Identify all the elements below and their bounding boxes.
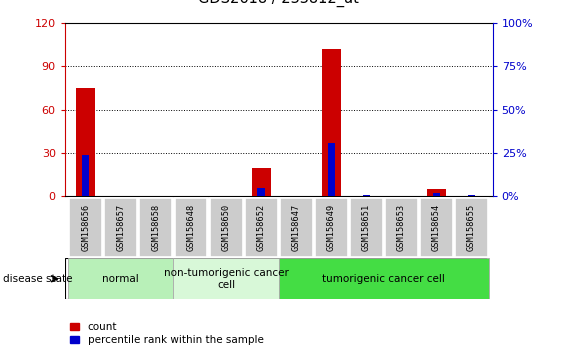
- Text: GSM158654: GSM158654: [432, 204, 441, 251]
- Text: GDS2618 / 233812_at: GDS2618 / 233812_at: [198, 0, 359, 7]
- Bar: [257, 188, 265, 196]
- Text: disease state: disease state: [3, 274, 72, 284]
- Bar: [104, 198, 137, 257]
- Bar: [209, 198, 243, 257]
- Text: GSM158658: GSM158658: [151, 204, 160, 251]
- Text: GSM158651: GSM158651: [362, 204, 371, 251]
- Bar: [76, 88, 96, 196]
- Text: GSM158652: GSM158652: [257, 204, 266, 251]
- Bar: [69, 198, 102, 257]
- Bar: [350, 198, 383, 257]
- Bar: [385, 198, 418, 257]
- Text: GSM158653: GSM158653: [397, 204, 406, 251]
- Text: GSM158648: GSM158648: [186, 204, 195, 251]
- Text: GSM158649: GSM158649: [327, 204, 336, 251]
- Bar: [321, 49, 341, 196]
- Text: GSM158650: GSM158650: [222, 204, 231, 251]
- Text: tumorigenic cancer cell: tumorigenic cancer cell: [323, 274, 445, 284]
- Bar: [279, 258, 489, 299]
- Bar: [245, 198, 278, 257]
- Bar: [315, 198, 348, 257]
- Legend: count, percentile rank within the sample: count, percentile rank within the sample: [70, 322, 263, 345]
- Bar: [328, 143, 335, 196]
- Text: normal: normal: [102, 274, 139, 284]
- Text: GSM158656: GSM158656: [81, 204, 90, 251]
- Text: GSM158647: GSM158647: [292, 204, 301, 251]
- Bar: [427, 189, 446, 196]
- Bar: [173, 258, 279, 299]
- Bar: [433, 193, 440, 196]
- Bar: [252, 167, 271, 196]
- Text: GSM158657: GSM158657: [117, 204, 126, 251]
- Bar: [68, 258, 173, 299]
- Text: non-tumorigenic cancer
cell: non-tumorigenic cancer cell: [164, 268, 288, 290]
- Bar: [82, 155, 90, 196]
- Bar: [468, 195, 475, 196]
- Bar: [455, 198, 488, 257]
- Bar: [363, 195, 370, 196]
- Text: GSM158655: GSM158655: [467, 204, 476, 251]
- Bar: [175, 198, 208, 257]
- Bar: [420, 198, 453, 257]
- Bar: [140, 198, 172, 257]
- Bar: [280, 198, 312, 257]
